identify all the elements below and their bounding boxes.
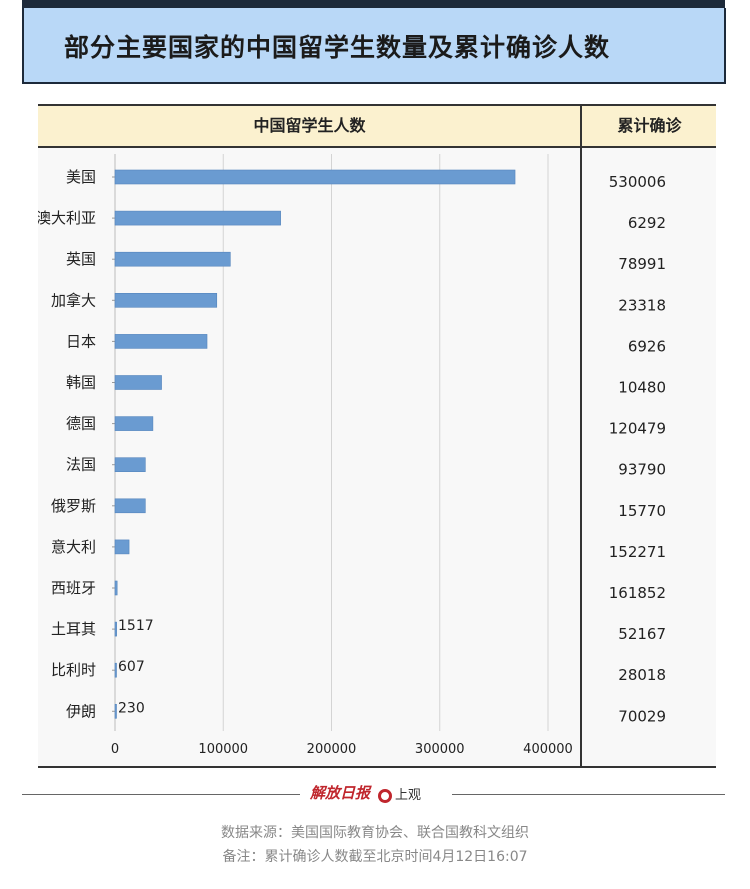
bar-1 [114,210,281,226]
confirmed-value-12: 28018 [618,666,666,684]
category-label-12: 比利时 [51,661,96,679]
bar-chart: 0 100000 200000 300000 400000 美国 530006 澳大利亚 629… [38,154,666,757]
chart-panel: 中国留学生人数 累计确诊 0 100000 200000 300000 400000 美国… [38,104,716,768]
bar-0 [114,169,516,185]
logo-jiefang: 解放日报 [310,784,371,802]
category-label-11: 土耳其 [51,620,96,638]
bar-value-label-12: 607 [118,659,145,675]
category-label-2: 英国 [66,250,96,268]
bar-4 [114,334,208,349]
category-label-7: 法国 [66,456,96,474]
category-label-13: 伊朗 [66,702,96,720]
footer-line-right [452,794,725,795]
logo-ring-icon [378,788,392,803]
confirmed-value-1: 6292 [628,214,666,232]
bar-value-label-13: 230 [118,700,145,716]
bar-value-label-11: 1517 [118,618,154,634]
table-header: 中国留学生人数 累计确诊 [38,106,716,148]
category-label-1: 澳大利亚 [38,209,96,227]
footer-line-left [22,794,300,795]
category-label-9: 意大利 [51,538,96,556]
header-confirmed: 累计确诊 [617,116,682,135]
bar-12 [114,662,117,678]
x-tick-label-4: 400000 [523,742,573,757]
confirmed-value-10: 161852 [609,584,666,602]
category-label-8: 俄罗斯 [51,497,96,515]
bar-3 [114,293,218,308]
title-box: 部分主要国家的中国留学生数量及累计确诊人数 [22,8,726,84]
page-title: 部分主要国家的中国留学生数量及累计确诊人数 [64,33,611,62]
bar-9 [114,539,130,555]
category-label-5: 韩国 [66,374,96,392]
top-bar [22,0,725,8]
header-students: 中国留学生人数 [253,116,366,135]
confirmed-value-7: 93790 [618,461,666,479]
category-label-10: 西班牙 [51,579,96,597]
confirmed-value-6: 120479 [609,420,666,438]
category-label-4: 日本 [66,332,96,350]
bar-11 [114,621,117,637]
bar-8 [114,498,146,514]
confirmed-value-0: 530006 [609,173,666,191]
confirmed-value-8: 15770 [618,502,666,520]
confirmed-value-11: 52167 [618,625,666,643]
data-source: 数据来源：美国国际教育协会、联合国教科文组织 [221,825,529,841]
logo-shangguan-text: 上观 [395,788,422,803]
x-tick-label-0: 0 [111,742,119,757]
category-label-6: 德国 [66,415,96,433]
confirmed-value-3: 23318 [618,296,666,314]
x-tick-label-3: 300000 [415,742,465,757]
bar-5 [114,375,162,390]
confirmed-value-4: 6926 [628,337,666,355]
logo-shangguan: 上观 [378,784,421,803]
confirmed-value-2: 78991 [618,255,666,273]
confirmed-value-9: 152271 [609,543,666,561]
category-label-3: 加拿大 [51,291,96,309]
confirmed-value-5: 10480 [618,379,666,397]
x-tick-label-1: 100000 [198,742,248,757]
confirmed-value-13: 70029 [618,707,666,725]
x-tick-label-2: 200000 [307,742,357,757]
category-label-0: 美国 [66,168,96,186]
bar-13 [114,703,117,719]
bar-10 [114,580,118,596]
bar-7 [114,457,146,473]
footer-note: 备注：累计确诊人数截至北京时间4月12日16:07 [222,849,528,865]
column-divider [580,106,582,766]
bar-6 [114,416,154,431]
bar-2 [114,251,231,267]
